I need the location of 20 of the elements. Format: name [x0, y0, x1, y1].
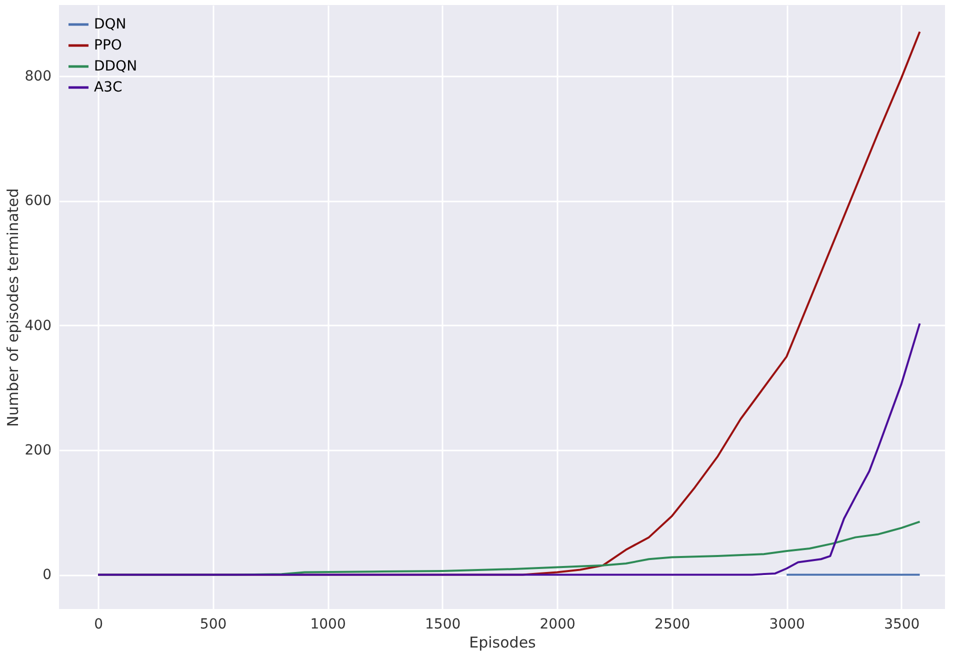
y-tick-label: 400 — [24, 318, 52, 334]
y-axis-title: Number of episodes terminated — [4, 188, 22, 427]
legend-label: DQN — [94, 16, 126, 32]
legend-label: PPO — [94, 38, 122, 54]
x-tick-label: 3000 — [769, 616, 805, 632]
x-tick-label: 1500 — [425, 616, 461, 632]
legend-label: A3C — [94, 80, 122, 96]
x-tick-label: 3500 — [884, 616, 920, 632]
x-tick-label: 0 — [94, 616, 103, 632]
x-tick-label: 500 — [200, 616, 227, 632]
y-tick-label: 200 — [24, 442, 52, 459]
line-series — [97, 322, 921, 576]
x-axis-title: Episodes — [469, 634, 536, 652]
y-tick-label: 600 — [24, 193, 52, 210]
x-tick-label: 1000 — [310, 616, 346, 632]
x-tick-label: 2500 — [654, 616, 690, 632]
x-tick-label: 2000 — [540, 616, 576, 632]
y-tick-label: 0 — [42, 567, 52, 584]
y-tick-label: 800 — [24, 68, 52, 85]
legend-label: DDQN — [94, 58, 138, 74]
